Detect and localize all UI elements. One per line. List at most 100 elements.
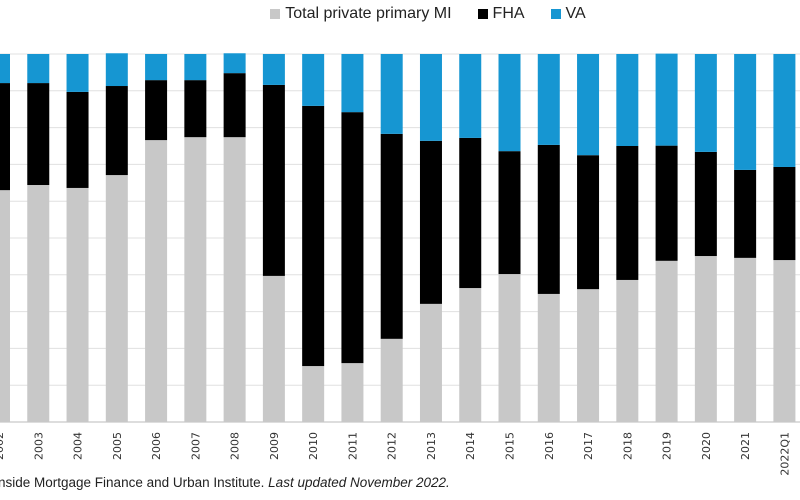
bar-segment-fha-2018 — [616, 146, 639, 280]
bar-segment-va-2017 — [577, 54, 600, 156]
x-tick-label: 2009 — [268, 432, 281, 460]
legend-item-fha: FHA — [477, 5, 525, 23]
x-tick-label: 2017 — [582, 432, 595, 460]
bar-segment-fha-2016 — [537, 144, 560, 294]
bar-segment-total-private-primary-mi-2022Q1 — [773, 260, 796, 422]
bar-segment-va-2010 — [302, 54, 325, 106]
x-tick-label: 2016 — [543, 432, 556, 460]
bar-segment-va-2014 — [459, 54, 482, 138]
bar-segment-total-private-primary-mi-2016 — [537, 293, 560, 422]
x-axis-labels: 2002 2003 2004 2005 2006 2007 2008 2009 2010 2011… — [0, 432, 791, 476]
legend: Total private primary MI FHA VA — [28, 5, 800, 23]
bar-segment-va-2003 — [27, 54, 50, 84]
x-tick-label: 2008 — [229, 432, 242, 460]
bar-segment-fha-2021 — [734, 169, 757, 258]
legend-swatch-private-mi — [270, 9, 281, 19]
bar-segment-va-2006 — [145, 54, 168, 81]
x-tick-label: 2018 — [621, 432, 634, 460]
bar-segment-fha-2009 — [262, 84, 285, 276]
x-tick-label: 2012 — [386, 432, 399, 460]
bar-segment-va-2012 — [380, 54, 403, 134]
bar-segment-fha-2014 — [459, 137, 482, 289]
bar-segment-fha-2003 — [27, 83, 50, 186]
bar-segment-fha-2004 — [66, 91, 89, 188]
bar-segment-fha-2011 — [341, 112, 364, 364]
bar-segment-fha-2013 — [419, 140, 442, 304]
bar-segment-total-private-primary-mi-2007 — [184, 137, 207, 422]
x-tick-label: 2021 — [739, 432, 752, 460]
bar-segment-va-2009 — [262, 54, 285, 85]
x-tick-label: 2011 — [346, 432, 359, 460]
bar-segment-va-2018 — [616, 54, 639, 146]
bar-segment-fha-2012 — [380, 133, 403, 339]
bar-segment-va-2004 — [66, 54, 89, 92]
bar-segment-total-private-primary-mi-2013 — [419, 303, 442, 422]
legend-label: FHA — [492, 5, 525, 22]
x-tick-label: 2002 — [0, 432, 6, 460]
bar-segment-va-2008 — [223, 53, 246, 74]
bar-segment-total-private-primary-mi-2019 — [655, 260, 678, 422]
bar-segment-va-2016 — [537, 54, 560, 145]
bar-segment-total-private-primary-mi-2005 — [105, 175, 128, 422]
x-tick-label: 2006 — [150, 432, 163, 460]
bar-segment-fha-2019 — [655, 145, 678, 261]
bar-segment-fha-2008 — [223, 73, 246, 138]
bar-segment-fha-2010 — [302, 105, 325, 367]
x-tick-label: 2013 — [425, 432, 438, 460]
legend-label: VA — [565, 5, 586, 22]
bar-segment-total-private-primary-mi-2002 — [0, 190, 10, 422]
bar-segment-total-private-primary-mi-2021 — [734, 257, 757, 422]
legend-label: Total private primary MI — [285, 5, 452, 22]
x-tick-label: 2014 — [464, 432, 477, 460]
x-tick-label: 2019 — [661, 432, 674, 460]
bar-segment-total-private-primary-mi-2003 — [27, 185, 50, 422]
bar-segment-va-2007 — [184, 54, 207, 81]
bar-segment-total-private-primary-mi-2014 — [459, 288, 482, 422]
bar-segment-fha-2006 — [145, 80, 168, 141]
bar-segment-total-private-primary-mi-2015 — [498, 274, 521, 422]
last-updated: Last updated November 2022. — [268, 475, 450, 490]
x-tick-label: 2007 — [189, 432, 202, 460]
bar-segment-total-private-primary-mi-2012 — [380, 338, 403, 422]
bar-segment-fha-2002 — [0, 83, 10, 191]
bar-segment-total-private-primary-mi-2004 — [66, 187, 89, 422]
bar-segment-fha-2005 — [105, 86, 128, 176]
x-tick-label: 2020 — [700, 432, 713, 460]
bar-segment-total-private-primary-mi-2011 — [341, 363, 364, 422]
bar-segment-total-private-primary-mi-2006 — [145, 140, 168, 422]
bar-segment-fha-2007 — [184, 80, 207, 138]
legend-item-va: VA — [550, 5, 586, 23]
x-tick-label: 2005 — [111, 432, 124, 460]
x-tick-label: 2022Q1 — [778, 432, 791, 476]
bar-segment-va-2005 — [105, 53, 128, 87]
source-note: nside Mortgage Finance and Urban Institu… — [0, 475, 450, 490]
x-tick-label: 2003 — [32, 432, 45, 460]
bar-segment-va-2022Q1 — [773, 54, 796, 167]
bar-segment-va-2002 — [0, 54, 10, 84]
bar-segment-va-2020 — [694, 54, 717, 152]
bar-segment-va-2013 — [419, 54, 442, 141]
x-tick-label: 2004 — [72, 432, 85, 460]
bar-segment-va-2019 — [655, 53, 678, 146]
legend-item-private-mi: Total private primary MI — [270, 5, 452, 23]
bar-segment-total-private-primary-mi-2017 — [577, 289, 600, 422]
bar-segment-va-2021 — [734, 54, 757, 170]
bar-segment-total-private-primary-mi-2009 — [262, 275, 285, 422]
x-tick-label: 2015 — [504, 432, 517, 460]
bar-segment-fha-2015 — [498, 151, 521, 275]
bar-segment-fha-2017 — [577, 155, 600, 290]
legend-swatch-va — [550, 9, 561, 19]
bar-segment-total-private-primary-mi-2018 — [616, 279, 639, 422]
x-tick-label: 2010 — [307, 432, 320, 460]
bar-segment-total-private-primary-mi-2008 — [223, 137, 246, 422]
bar-segment-fha-2020 — [694, 151, 717, 257]
source-text: nside Mortgage Finance and Urban Institu… — [0, 475, 269, 490]
bar-segment-total-private-primary-mi-2020 — [694, 256, 717, 422]
bar-segment-fha-2022Q1 — [773, 166, 796, 261]
bar-segment-va-2015 — [498, 54, 521, 152]
bars — [0, 53, 796, 422]
legend-swatch-fha — [477, 9, 488, 19]
bar-segment-total-private-primary-mi-2010 — [302, 366, 325, 422]
bar-segment-va-2011 — [341, 54, 364, 113]
